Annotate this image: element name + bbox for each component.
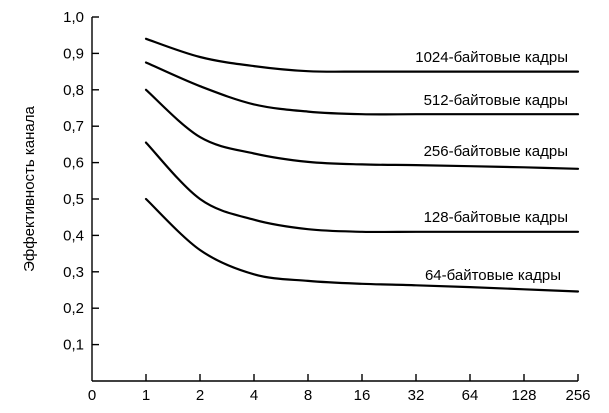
x-tick-label: 4	[250, 387, 258, 404]
y-tick-label: 1,0	[63, 9, 84, 26]
y-tick-label: 0,2	[63, 300, 84, 317]
series-labels: 1024-байтовые кадры 512-байтовые кадры 256…	[415, 49, 568, 284]
series-lines	[144, 37, 580, 293]
x-tick-label: 16	[354, 387, 371, 404]
y-axis-ticks: 0,1 0,2 0,3 0,4 0,5 0,6 0,7 0,8 0,9 1,0	[63, 9, 99, 354]
y-tick-label: 0,9	[63, 45, 84, 62]
series-label-3: 128-байтовые кадры	[424, 209, 568, 226]
series-line-2	[144, 88, 580, 170]
x-tick-label: 2	[196, 387, 204, 404]
series-label-0: 1024-байтовые кадры	[415, 49, 568, 66]
y-tick-label: 0,4	[63, 227, 84, 244]
y-tick-label: 0,1	[63, 337, 84, 354]
y-tick-label: 0,6	[63, 155, 84, 172]
x-tick-label: 8	[304, 387, 312, 404]
y-tick-label: 0,7	[63, 118, 84, 135]
series-line-0	[144, 37, 580, 73]
x-tick-label: 128	[511, 387, 536, 404]
series-label-2: 256-байтовые кадры	[424, 143, 568, 160]
x-tick-label: 1	[142, 387, 150, 404]
series-line-1	[144, 61, 580, 116]
y-tick-label: 0,8	[63, 82, 84, 99]
y-tick-label: 0,5	[63, 191, 84, 208]
x-tick-label: 64	[462, 387, 479, 404]
series-line-4	[144, 197, 580, 293]
y-axis-label: Эффективность канала	[21, 106, 38, 272]
series-line-3	[144, 141, 580, 234]
y-tick-label: 0,3	[63, 264, 84, 281]
x-tick-label: 0	[88, 387, 96, 404]
series-label-4: 64-байтовые кадры	[425, 267, 561, 284]
x-tick-label: 256	[565, 387, 590, 404]
x-axis-ticks: 0 1 2 4 8 16 32 64 128 256	[88, 374, 591, 404]
series-label-1: 512-байтовые кадры	[424, 92, 568, 109]
x-tick-label: 32	[408, 387, 425, 404]
